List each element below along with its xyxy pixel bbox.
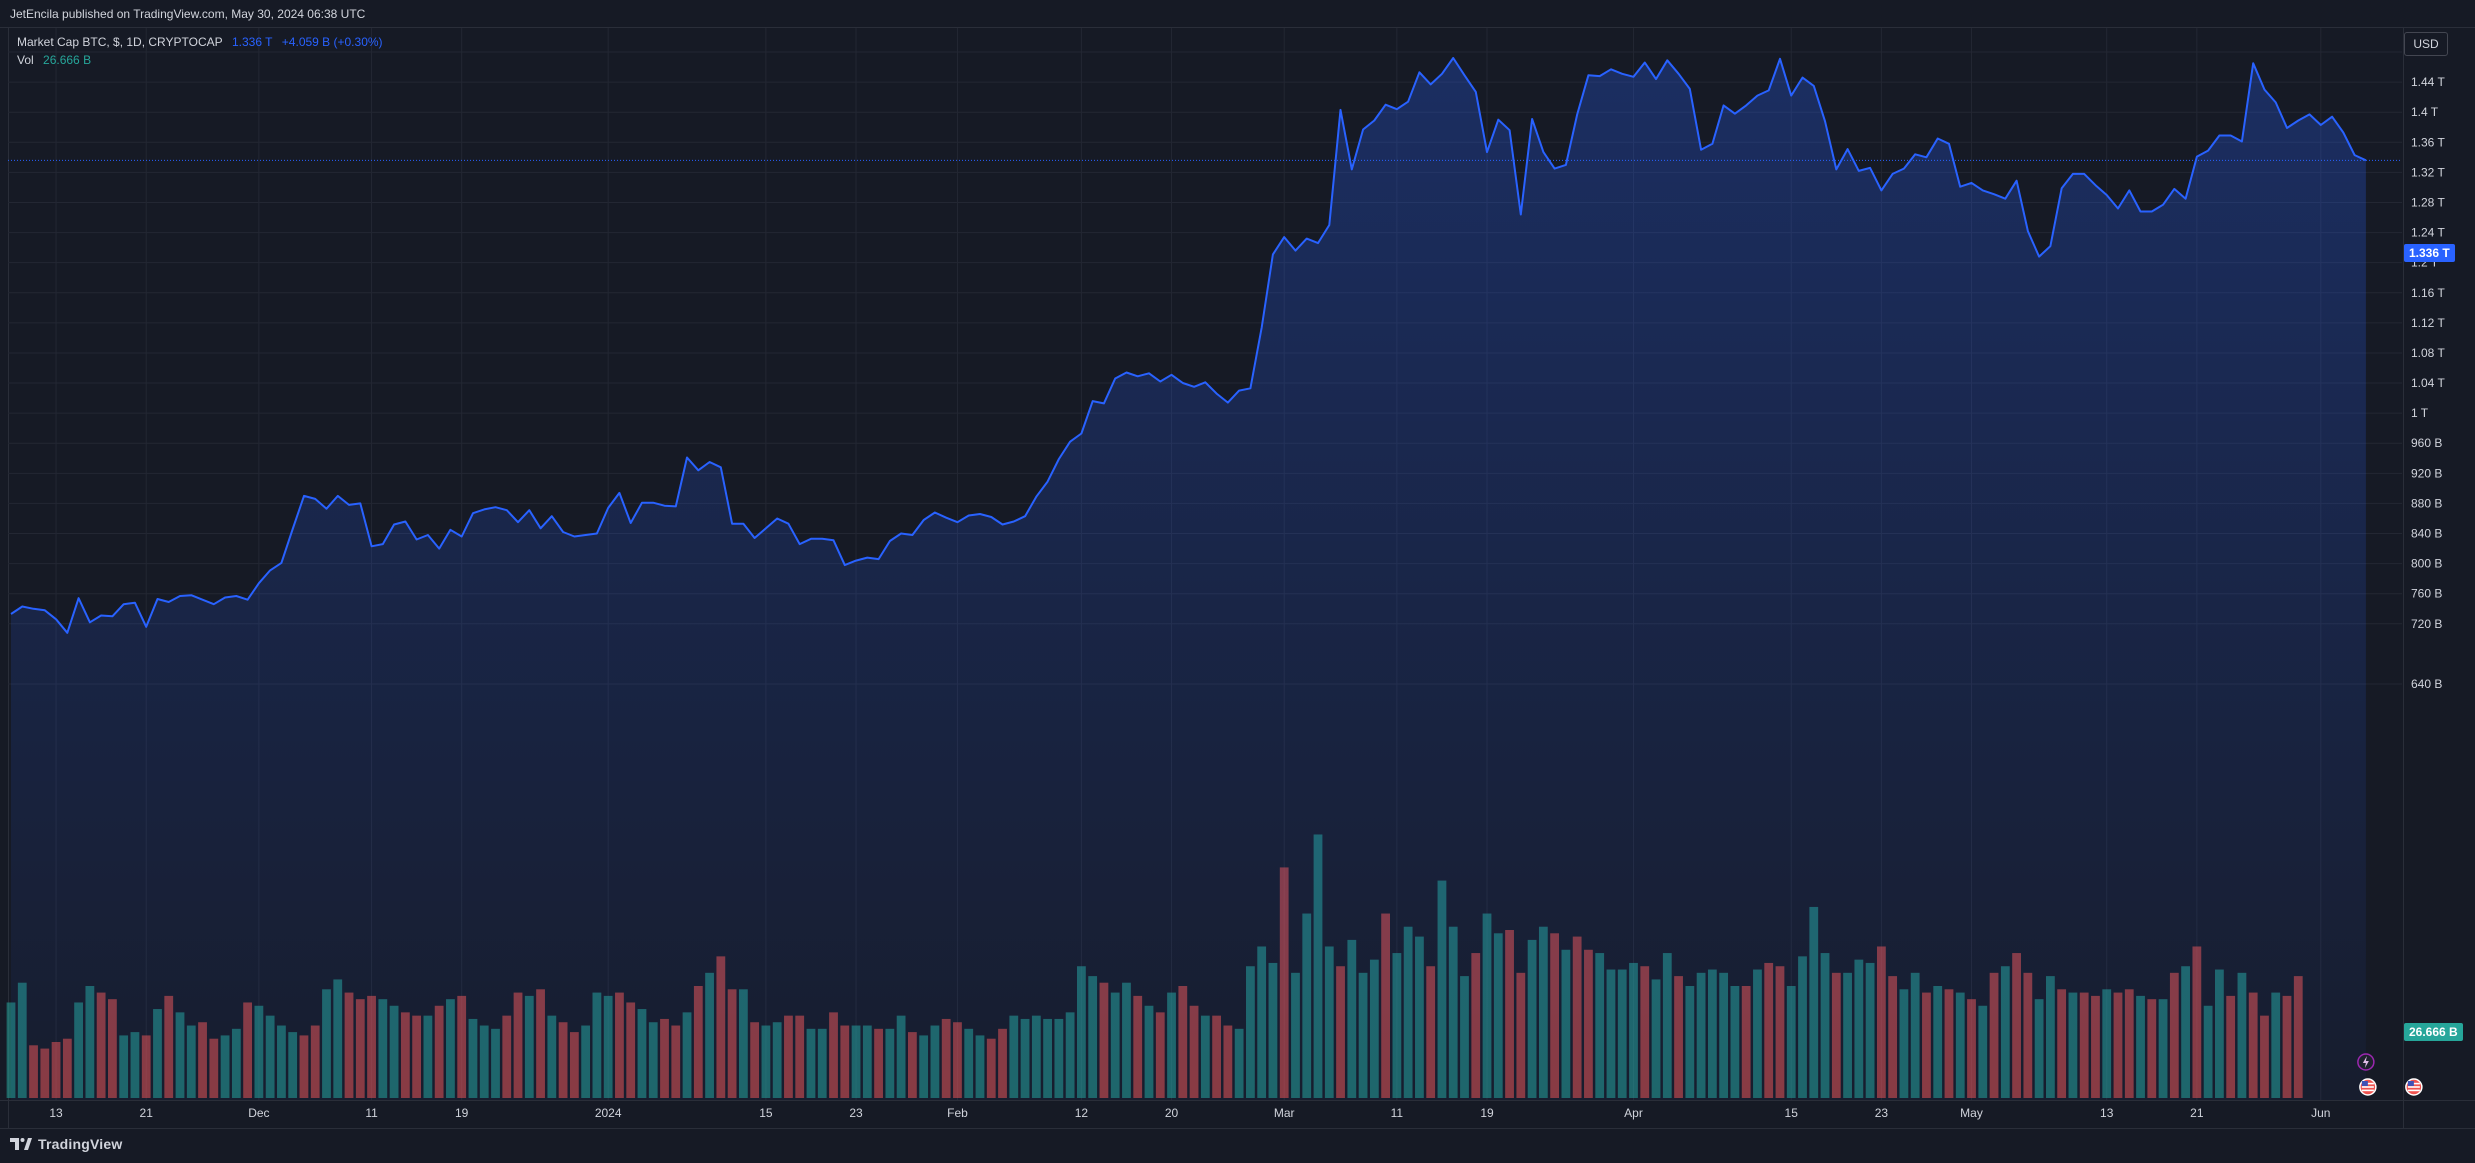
publish-text: JetEncila published on TradingView.com, …	[10, 7, 366, 21]
tradingview-brand: TradingView	[38, 1136, 123, 1152]
y-tick-label: 840 B	[2411, 527, 2442, 541]
legend: Market Cap BTC, $, 1D, CRYPTOCAP 1.336 T…	[17, 33, 389, 69]
x-tick-label: 13	[2100, 1106, 2114, 1120]
x-tick-label: 15	[759, 1106, 773, 1120]
y-tick-label: 1.24 T	[2411, 226, 2445, 240]
legend-vol-value: 26.666 B	[43, 53, 92, 67]
y-tick-label: 1.32 T	[2411, 165, 2445, 179]
y-tick-label: 640 B	[2411, 677, 2442, 691]
x-tick-label: 15	[1785, 1106, 1799, 1120]
tradingview-logo[interactable]: TradingView	[10, 1136, 122, 1152]
y-tick-label: 1.36 T	[2411, 135, 2445, 149]
legend-price: 1.336 T	[231, 35, 273, 49]
x-tick-label: 19	[455, 1106, 469, 1120]
footer: TradingView	[0, 1130, 2475, 1163]
us-flag-icon	[2359, 1078, 2377, 1096]
legend-symbol: Market Cap BTC, $, 1D, CRYPTOCAP	[17, 35, 223, 49]
x-tick-label: Apr	[1624, 1106, 1643, 1120]
y-tick-label: 720 B	[2411, 617, 2442, 631]
x-tick-label: 2024	[595, 1106, 622, 1120]
x-tick-label: Jun	[2311, 1106, 2330, 1120]
y-tick-label: 1.28 T	[2411, 195, 2445, 209]
y-tick-label: 1.16 T	[2411, 286, 2445, 300]
y-tick-label: 960 B	[2411, 436, 2442, 450]
last-volume-badge: 26.666 B	[2404, 1023, 2463, 1041]
y-tick-label: 1.44 T	[2411, 75, 2445, 89]
y-tick-label: 1.4 T	[2411, 105, 2439, 119]
x-tick-label: 23	[849, 1106, 863, 1120]
x-tick-label: 23	[1875, 1106, 1889, 1120]
y-tick-label: 880 B	[2411, 496, 2442, 510]
lightning-icon	[2357, 1053, 2375, 1071]
market-cap-chart[interactable]: 1.48 T1.44 T1.4 T1.36 T1.32 T1.28 T1.24 …	[0, 0, 2475, 1130]
x-tick-label: May	[1960, 1106, 1983, 1120]
y-tick-label: 1.04 T	[2411, 376, 2445, 390]
x-tick-label: 21	[2190, 1106, 2204, 1120]
y-tick-label: 800 B	[2411, 557, 2442, 571]
publish-header: JetEncila published on TradingView.com, …	[0, 0, 2475, 28]
legend-change: +4.059 B (+0.30%)	[281, 35, 383, 49]
legend-vol-label: Vol	[17, 53, 34, 67]
x-tick-label: 13	[49, 1106, 63, 1120]
y-tick-label: 760 B	[2411, 587, 2442, 601]
x-tick-label: Dec	[248, 1106, 269, 1120]
y-tick-label: 1 T	[2411, 406, 2429, 420]
x-tick-label: Mar	[1274, 1106, 1295, 1120]
currency-selector[interactable]: USD	[2404, 32, 2448, 56]
x-tick-label: 20	[1165, 1106, 1179, 1120]
x-tick-label: 21	[140, 1106, 154, 1120]
market-cap-line	[10, 57, 2367, 634]
us-flag-icon	[2405, 1078, 2423, 1096]
legend-symbol-row[interactable]: Market Cap BTC, $, 1D, CRYPTOCAP 1.336 T…	[17, 33, 389, 51]
x-tick-label: 19	[1480, 1106, 1494, 1120]
legend-vol-row[interactable]: Vol 26.666 B	[17, 51, 389, 69]
y-tick-label: 920 B	[2411, 466, 2442, 480]
tradingview-logo-icon	[10, 1138, 32, 1150]
market-cap-area	[11, 58, 2366, 1100]
x-tick-label: 11	[1391, 1106, 1404, 1120]
x-tick-label: 11	[365, 1106, 378, 1120]
y-tick-label: 1.08 T	[2411, 346, 2445, 360]
chart-frame	[8, 28, 2404, 1128]
x-tick-label: 12	[1075, 1106, 1089, 1120]
last-price-badge: 1.336 T	[2404, 244, 2455, 262]
y-tick-label: 1.12 T	[2411, 316, 2445, 330]
x-tick-label: Feb	[947, 1106, 968, 1120]
